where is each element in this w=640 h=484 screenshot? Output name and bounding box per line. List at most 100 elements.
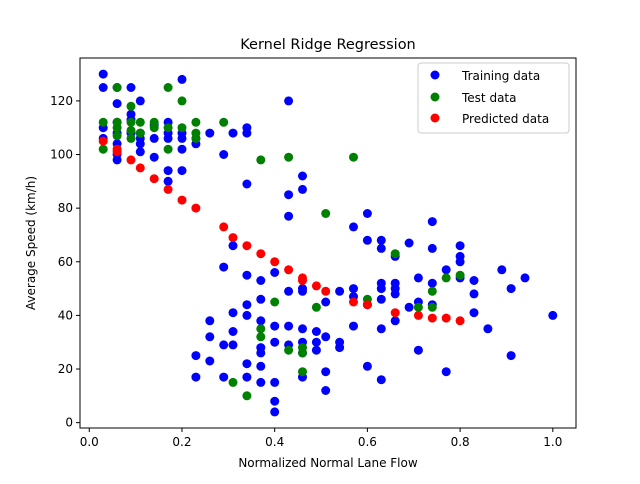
point-training-49 [256,276,266,285]
point-predicted-17 [311,281,321,291]
point-training-18 [135,147,145,157]
point-training-126 [455,241,465,251]
point-test-15 [163,123,173,133]
point-predicted-25 [455,316,465,326]
point-test-33 [284,345,294,355]
point-training-63 [228,327,238,336]
point-training-46 [228,241,238,251]
point-training-27 [163,176,173,186]
point-training-14 [126,109,136,119]
point-training-78 [270,407,280,417]
point-training-107 [376,294,386,304]
point-training-21 [149,133,159,143]
point-test-14 [163,83,173,92]
point-training-116 [404,302,414,312]
legend-marker-predicted [430,113,440,123]
point-test-27 [390,249,400,259]
point-training-102 [362,361,372,371]
point-training-50 [256,294,266,304]
point-training-120 [427,217,437,227]
point-training-73 [256,377,266,387]
point-predicted-12 [256,249,266,259]
point-training-104 [376,243,386,253]
point-test-43 [455,270,465,280]
point-training-99 [362,209,372,218]
x-ticks: 0.0 0.2 0.4 0.6 0.8 1.0 [80,428,562,449]
point-test-36 [298,367,307,377]
point-training-86 [311,337,321,347]
point-training-25 [163,133,173,143]
point-predicted-10 [228,233,238,243]
point-training-67 [242,359,252,369]
point-training-113 [390,289,400,299]
point-training-1 [98,83,108,92]
point-training-48 [242,270,252,280]
y-tick-label-1: 20 [58,362,73,376]
point-training-61 [219,372,229,382]
point-test-32 [256,332,266,342]
point-predicted-0 [98,136,108,146]
y-ticks: 0 20 40 60 80 100 120 [50,94,80,430]
legend-marker-training [430,70,440,80]
point-training-132 [469,308,479,318]
x-axis-label: Normalized Normal Lane Flow [238,456,418,470]
point-test-40 [427,286,437,296]
point-test-16 [163,144,173,154]
point-training-91 [321,386,331,395]
point-training-26 [163,166,173,176]
point-training-45 [298,184,307,194]
point-test-26 [321,209,331,218]
point-training-122 [427,278,437,288]
point-predicted-24 [441,313,451,323]
point-test-11 [135,128,145,138]
point-training-55 [205,316,215,326]
point-training-74 [270,321,280,331]
point-test-4 [112,123,122,133]
point-training-131 [469,289,479,299]
point-training-42 [284,190,294,200]
point-test-17 [177,96,187,106]
point-training-134 [497,265,507,275]
point-training-87 [311,345,321,355]
point-training-68 [242,372,252,382]
point-training-133 [483,324,493,334]
point-predicted-3 [126,155,136,165]
y-tick-label-6: 120 [50,94,73,108]
point-training-62 [228,308,238,318]
y-tick-label-3: 60 [58,255,73,269]
y-tick-label-4: 80 [58,201,73,215]
x-tick-label-0: 0.0 [80,435,99,449]
y-axis-label: Average Speed (km/h) [24,176,38,310]
point-training-71 [256,348,266,358]
point-training-115 [404,238,414,248]
point-training-22 [149,152,159,162]
point-predicted-2 [112,147,122,157]
point-training-72 [256,361,266,371]
point-predicted-21 [390,308,400,318]
point-training-128 [455,257,465,267]
point-test-35 [298,348,307,358]
point-test-1 [98,144,108,154]
legend: Training data Test data Predicted data [417,62,570,134]
x-tick-label-2: 0.4 [265,435,284,449]
point-training-57 [205,356,215,366]
point-training-64 [228,340,238,350]
point-training-88 [321,297,331,307]
point-training-89 [321,332,331,342]
point-training-30 [177,133,187,143]
point-training-66 [242,310,252,320]
x-tick-label-3: 0.6 [358,435,377,449]
legend-box [417,62,570,134]
point-training-51 [270,268,280,277]
point-training-124 [441,265,451,275]
point-training-95 [349,284,358,294]
y-tick-label-5: 100 [50,148,73,162]
point-training-79 [284,321,294,331]
point-training-28 [177,74,187,84]
point-training-11 [126,83,136,92]
point-test-2 [112,83,122,92]
point-training-36 [219,150,229,159]
point-predicted-22 [413,310,423,320]
